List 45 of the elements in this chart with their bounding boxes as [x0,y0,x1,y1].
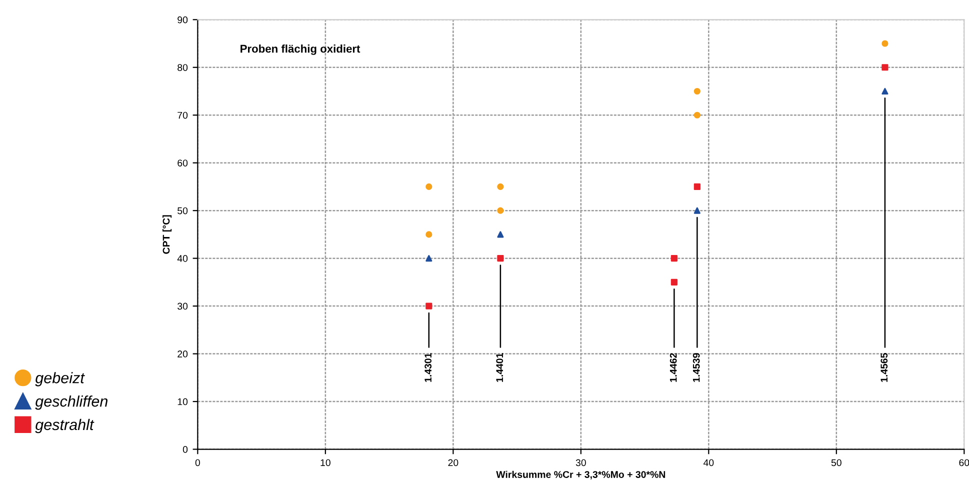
x-tick-label: 20 [448,459,458,466]
legend-label: gestrahlt [35,418,94,434]
x-axis-title: Wirksumme %Cr + 3,3*%Mo + 30*%N [496,470,666,480]
x-tick-label: 60 [959,459,969,466]
y-tick-label: 0 [182,446,188,453]
point [694,112,700,118]
point [694,88,700,95]
legend-label: geschliffen [35,396,108,410]
point [694,207,700,214]
y-tick-label: 10 [178,398,188,406]
y-tick-label: 40 [177,255,188,262]
y-axis-title: CPT [°C] [162,215,172,254]
x-tick-label: 10 [320,459,330,466]
x-tick-label: 30 [576,459,586,466]
y-tick-label: 70 [178,112,188,119]
text: Proben flächig oxidiert [240,44,360,55]
annotation: 1.4301 [424,353,432,382]
point [882,88,888,95]
point [694,183,700,190]
point [426,302,432,310]
point [497,231,504,238]
y-tick-label: 80 [178,64,188,71]
y-tick-label: 60 [178,160,188,166]
annotation: 1.4539 [692,353,700,382]
point [497,255,504,262]
x-tick-label: 50 [831,459,842,466]
y-tick-label: 30 [178,302,188,310]
y-tick-label: 90 [178,16,188,24]
point [426,255,432,262]
y-tick-label: 50 [178,207,188,214]
annotation: 1.4565 [880,353,888,382]
x-tick-label: 0 [195,459,200,466]
x-tick-label: 40 [703,459,714,466]
point [670,278,678,286]
y-tick-label: 20 [178,350,188,358]
point [882,64,888,71]
point [426,231,432,238]
legend-label: gebeizt [35,372,85,386]
point [670,255,678,262]
annotation: 1.4401 [496,353,504,382]
point [497,207,504,214]
point [882,40,888,47]
point [426,183,432,190]
point [497,183,504,190]
annotation: 1.4462 [670,353,677,382]
